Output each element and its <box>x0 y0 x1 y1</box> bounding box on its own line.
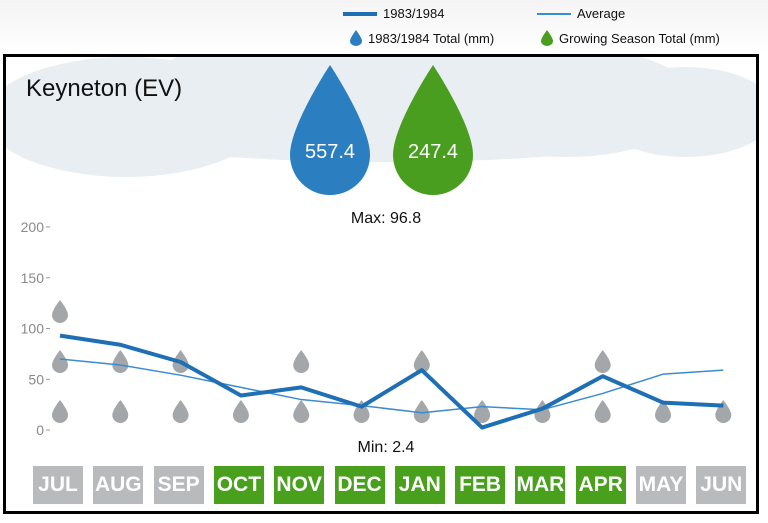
small-drop-icon <box>52 400 68 423</box>
green-drop-icon <box>541 30 553 46</box>
annual-total-value: 557.4 <box>304 141 356 163</box>
y-tick-label: 150 <box>21 270 45 286</box>
small-drops-grid <box>52 300 732 423</box>
legend-item-main: 1983/1984 <box>343 6 444 21</box>
month-label-nov: NOV <box>274 466 325 504</box>
month-label-sep: SEP <box>153 466 204 504</box>
main-series-line <box>59 333 724 430</box>
season-drop-icon <box>393 65 473 195</box>
small-drop-icon <box>594 400 611 423</box>
small-drop-icon <box>413 400 430 423</box>
month-label-oct: OCT <box>213 466 264 504</box>
small-drop-icon <box>655 400 671 423</box>
annual-drop-icon <box>290 65 370 195</box>
y-axis: 0 50 100 150 200 <box>21 219 50 438</box>
small-drop-icon <box>293 400 310 423</box>
average-series-line <box>59 358 724 414</box>
small-drop-icon <box>52 350 68 373</box>
month-label-jul: JUL <box>33 466 83 504</box>
month-label-aug: AUG <box>93 466 144 504</box>
y-tick-label: 200 <box>21 219 45 235</box>
series-lines <box>59 333 724 430</box>
month-labels: JUL AUG SEP OCT NOV DEC JAN FEB MAR APR MAY JUN <box>33 466 753 504</box>
small-drop-icon <box>52 300 68 323</box>
legend: 1983/1984 Average 1983/1984 Total (mm) G… <box>0 6 768 54</box>
min-annotation: Min: 2.4 <box>357 439 415 456</box>
month-label-feb: FEB <box>455 466 506 504</box>
legend-label-average: Average <box>577 6 626 21</box>
legend-label-main: 1983/1984 <box>383 6 445 21</box>
month-label-mar: MAR <box>515 466 566 504</box>
legend-item-average: Average <box>537 6 625 21</box>
small-drop-icon <box>172 400 189 423</box>
blue-drop-icon <box>350 30 362 46</box>
chart-frame: 0 50 100 150 200 Keyneton (EV) 557.4 247.4 M… <box>3 54 759 514</box>
small-drop-icon <box>413 350 430 373</box>
small-drop-icon <box>232 400 249 423</box>
station-title: Keyneton (EV) <box>26 75 183 102</box>
month-label-apr: APR <box>575 466 626 504</box>
small-drop-icon <box>112 350 129 373</box>
y-tick-label: 50 <box>28 371 44 387</box>
legend-label-annual-total: 1983/1984 Total (mm) <box>368 30 495 46</box>
season-total-drop: 247.4 <box>393 65 473 197</box>
small-drop-icon <box>293 350 310 373</box>
month-label-jun: JUN <box>696 466 747 504</box>
legend-label-season-total: Growing Season Total (mm) <box>559 30 720 46</box>
max-annotation: Max: 96.8 <box>350 210 422 227</box>
season-total-value: 247.4 <box>407 141 459 163</box>
legend-line-average-swatch <box>537 12 571 15</box>
y-tick-label: 0 <box>36 422 44 438</box>
legend-line-main-swatch <box>343 11 377 16</box>
small-drop-icon <box>474 400 491 423</box>
legend-item-annual-total: 1983/1984 Total (mm) <box>350 30 494 46</box>
y-tick-label: 100 <box>21 321 45 337</box>
small-drop-icon <box>594 350 611 373</box>
month-label-jan: JAN <box>394 466 445 504</box>
month-label-dec: DEC <box>334 466 385 504</box>
annual-total-drop: 557.4 <box>290 65 370 197</box>
legend-item-season-total: Growing Season Total (mm) <box>541 30 720 46</box>
top-background <box>0 0 768 52</box>
small-drop-icon <box>112 400 129 423</box>
month-label-may: MAY <box>636 466 686 504</box>
